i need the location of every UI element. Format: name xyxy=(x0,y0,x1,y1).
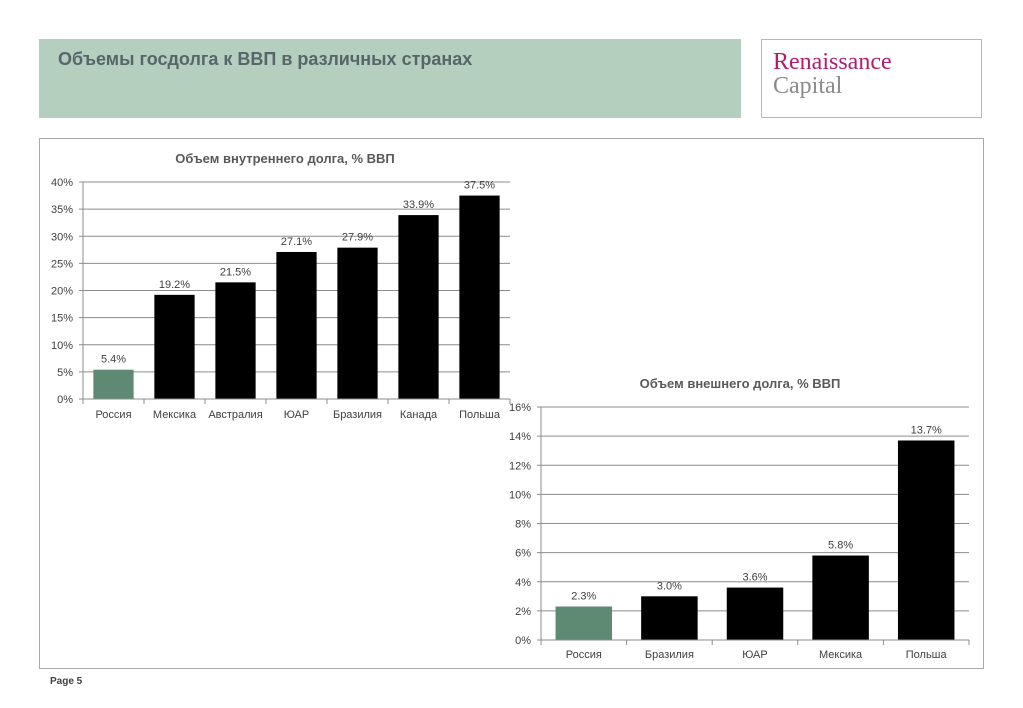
external-y-tick-label: 4% xyxy=(515,577,531,589)
page-title: Объемы госдолга к ВВП в различных страна… xyxy=(58,49,473,69)
external-category-label-2: Бразилия xyxy=(645,649,694,661)
internal-y-tick-label: 25% xyxy=(51,258,73,270)
internal-chart-title: Объем внутреннего долга, % ВВП xyxy=(175,151,395,166)
external-y-tick-label: 16% xyxy=(509,402,531,414)
internal-y-tick-label: 15% xyxy=(51,313,73,325)
internal-category-label-5: Бразилия xyxy=(333,409,382,421)
internal-y-tick-label: 5% xyxy=(57,367,73,379)
internal-category-label-7: Польша xyxy=(459,409,501,421)
internal-category-label-2: Мексика xyxy=(153,409,197,421)
logo-line-2: Capital xyxy=(773,73,843,99)
internal-data-label-7: 37.5% xyxy=(464,180,495,192)
external-category-label-3: ЮАР xyxy=(742,649,767,661)
internal-y-tick-label: 10% xyxy=(51,340,73,352)
internal-data-label-2: 19.2% xyxy=(159,279,190,291)
internal-y-tick-label: 20% xyxy=(51,286,73,298)
internal-bar-5 xyxy=(337,247,378,399)
internal-data-label-5: 27.9% xyxy=(342,232,373,244)
external-bar-5 xyxy=(897,440,955,640)
internal-category-label-6: Канада xyxy=(400,409,438,421)
external-data-label-3: 3.6% xyxy=(742,572,767,584)
external-data-label-5: 13.7% xyxy=(911,424,942,436)
external-category-label-1: Россия xyxy=(566,649,602,661)
external-category-label-4: Мексика xyxy=(819,649,863,661)
external-y-tick-label: 12% xyxy=(509,460,531,472)
external-bar-4 xyxy=(812,555,869,640)
internal-category-label-4: ЮАР xyxy=(284,409,309,421)
external-data-label-2: 3.0% xyxy=(657,580,682,592)
internal-category-label-1: Россия xyxy=(95,409,131,421)
header-band xyxy=(39,39,741,118)
internal-data-label-1: 5.4% xyxy=(101,354,126,366)
internal-bar-6 xyxy=(398,215,439,399)
internal-data-label-6: 33.9% xyxy=(403,199,434,211)
external-y-tick-label: 2% xyxy=(515,606,531,618)
internal-y-tick-label: 40% xyxy=(51,177,73,189)
external-y-tick-label: 0% xyxy=(515,635,531,647)
page-number: Page 5 xyxy=(50,676,83,687)
external-bar-3 xyxy=(726,587,784,640)
internal-y-tick-label: 30% xyxy=(51,231,73,243)
external-y-tick-label: 8% xyxy=(515,519,531,531)
internal-data-label-3: 21.5% xyxy=(220,266,251,278)
internal-y-tick-label: 35% xyxy=(51,204,73,216)
external-data-label-1: 2.3% xyxy=(571,591,596,603)
internal-bar-7 xyxy=(459,195,500,399)
internal-category-label-3: Австралия xyxy=(208,409,262,421)
internal-bar-2 xyxy=(154,294,195,399)
internal-debt-chart: Объем внутреннего долга, % ВВП 0% 5% 10% 15%… xyxy=(51,151,511,421)
external-chart-title: Объем внешнего долга, % ВВП xyxy=(640,376,841,391)
internal-bar-1 xyxy=(93,369,134,399)
external-category-label-5: Польша xyxy=(906,649,948,661)
internal-bar-4 xyxy=(276,251,317,399)
external-y-tick-label: 6% xyxy=(515,548,531,560)
internal-bar-3 xyxy=(215,282,256,399)
company-logo: Renaissance Capital xyxy=(761,39,982,118)
external-data-label-4: 5.8% xyxy=(828,540,853,552)
external-bar-2 xyxy=(641,596,698,640)
internal-y-tick-label: 0% xyxy=(57,394,73,406)
external-y-tick-label: 14% xyxy=(509,431,531,443)
external-y-tick-label: 10% xyxy=(509,489,531,501)
external-bar-1 xyxy=(555,606,613,640)
external-debt-chart: Объем внешнего долга, % ВВП 0% 2% 4% 6% 8% 10%… xyxy=(509,376,970,661)
logo-line-1: Renaissance xyxy=(773,49,892,75)
charts-frame xyxy=(39,138,984,669)
internal-data-label-4: 27.1% xyxy=(281,236,312,248)
